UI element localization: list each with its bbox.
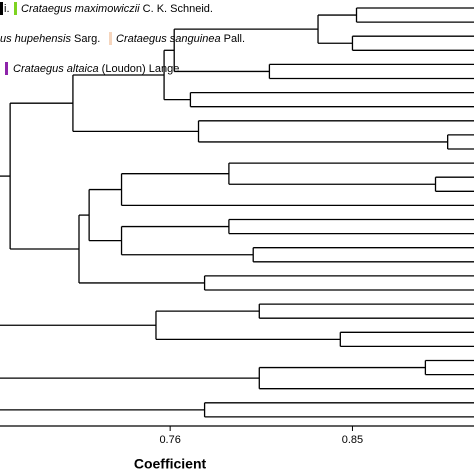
x-axis-label: Coefficient [134,456,207,472]
legend-label: i. [4,3,10,15]
legend-author: Sarg. [74,33,100,45]
x-tick-label: 0.76 [159,434,180,446]
legend-species: Crataegus sanguinea [116,33,221,45]
dendrogram [0,7,474,418]
legend-swatch [5,62,8,75]
legend-author: C. K. Schneid. [143,3,213,15]
legend-label: Crataegus maximowiczii C. K. Schneid. [21,3,213,15]
legend-species: Crataegus altaica [13,63,99,75]
legend-swatch [14,2,17,15]
legend-species: us hupehensis [0,33,71,45]
legend: i. Crataegus maximowiczii C. K. Schneid.… [0,2,245,75]
legend-author: Pall. [224,33,245,45]
legend-author: (Loudon) Lange [102,63,180,75]
legend-species: Crataegus maximowiczii [21,3,140,15]
legend-label: Crataegus altaica (Loudon) Lange [13,63,179,75]
legend-swatch [109,32,112,45]
x-tick-label: 0.85 [342,434,363,446]
legend-label: us hupehensis Sarg. [0,33,100,45]
x-axis-ticks: 0.76 0.85 [159,426,363,446]
legend-label: Crataegus sanguinea Pall. [116,33,245,45]
legend-swatch [0,2,3,15]
